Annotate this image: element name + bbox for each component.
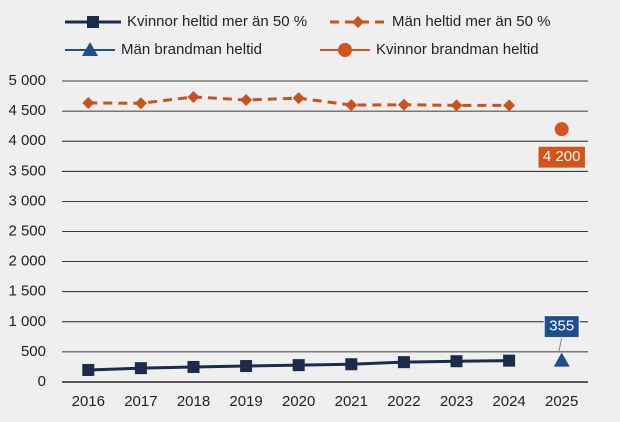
data-point	[397, 356, 410, 369]
y-tick-label: 1 500	[8, 283, 46, 300]
y-tick-label: 0	[38, 373, 46, 390]
data-point	[187, 90, 200, 103]
data-point	[292, 92, 305, 105]
y-tick-label: 2 500	[8, 222, 46, 239]
legend-marker	[338, 43, 352, 57]
y-tick-label: 4 000	[8, 132, 46, 149]
data-point	[82, 96, 95, 109]
x-tick-label: 2025	[545, 393, 578, 410]
legend-marker	[87, 16, 99, 28]
x-tick-label: 2019	[229, 393, 262, 410]
x-tick-label: 2021	[335, 393, 368, 410]
data-label-box	[537, 145, 586, 169]
data-point	[240, 360, 253, 373]
legend-marker	[352, 16, 364, 28]
data-point	[397, 98, 410, 111]
legend-label: Män heltid mer än 50 %	[392, 13, 550, 30]
data-point	[450, 355, 463, 368]
data-point	[345, 99, 358, 112]
data-label-box	[543, 315, 580, 339]
x-tick-label: 2024	[492, 393, 525, 410]
data-point	[345, 358, 358, 371]
y-tick-label: 1 000	[8, 313, 46, 330]
legend-label: Kvinnor heltid mer än 50 %	[127, 13, 307, 30]
y-tick-label: 500	[21, 343, 46, 360]
data-point	[82, 363, 95, 376]
x-tick-label: 2020	[282, 393, 315, 410]
data-label: 4 200	[543, 148, 581, 165]
y-tick-label: 2 000	[8, 253, 46, 270]
x-tick-label: 2016	[72, 393, 105, 410]
data-point	[134, 362, 147, 375]
x-tick-label: 2018	[177, 393, 210, 410]
data-point	[554, 122, 569, 137]
data-point	[240, 93, 253, 106]
y-tick-label: 3 500	[8, 162, 46, 179]
data-point	[553, 352, 570, 367]
data-point	[187, 360, 200, 373]
y-tick-label: 3 000	[8, 192, 46, 209]
legend-label: Kvinnor brandman heltid	[376, 41, 539, 58]
y-tick-label: 4 500	[8, 102, 46, 119]
data-point	[292, 359, 305, 372]
x-tick-label: 2017	[124, 393, 157, 410]
x-tick-label: 2023	[440, 393, 473, 410]
y-tick-label: 5 000	[8, 72, 46, 89]
legend-marker	[82, 42, 98, 56]
data-point	[134, 97, 147, 110]
legend-label: Män brandman heltid	[121, 41, 262, 58]
x-tick-label: 2022	[387, 393, 420, 410]
data-point	[450, 99, 463, 112]
data-label: 355	[549, 318, 574, 335]
data-point	[503, 99, 516, 112]
leader-line	[558, 337, 563, 353]
data-point	[503, 354, 516, 367]
